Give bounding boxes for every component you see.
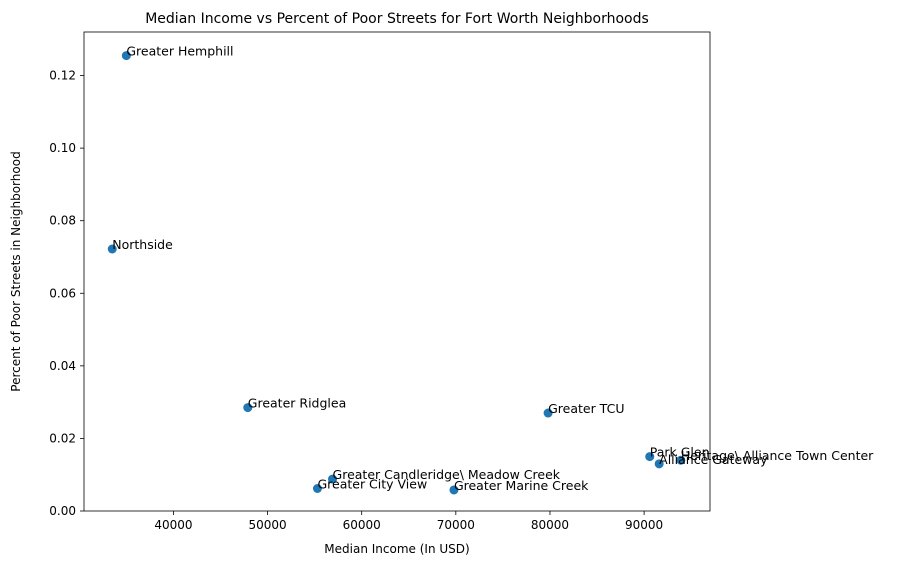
x-tick-label: 50000 xyxy=(248,518,286,532)
point-label: Greater Ridglea xyxy=(248,396,346,411)
x-tick-label: 80000 xyxy=(531,518,569,532)
point-label: Greater Hemphill xyxy=(126,44,233,59)
x-tick-label: 90000 xyxy=(625,518,663,532)
x-axis: 40000 50000 60000 70000 80000 90000 xyxy=(154,511,663,532)
point-label: Park Glen xyxy=(650,445,710,460)
y-axis: 0.00 0.02 0.04 0.06 0.08 0.10 0.12 xyxy=(49,69,84,518)
scatter-point xyxy=(243,403,253,413)
x-tick-label: 60000 xyxy=(343,518,381,532)
scatter-point xyxy=(121,51,131,61)
y-tick-label: 0.02 xyxy=(49,431,76,445)
point-label: Greater TCU xyxy=(548,401,624,416)
x-axis-label: Median Income (In USD) xyxy=(324,542,469,556)
scatter-point xyxy=(543,408,553,418)
y-axis-label: Percent of Poor Streets in Neighborhood xyxy=(9,151,23,391)
point-label: Greater City View xyxy=(317,477,427,492)
point-label: Northside xyxy=(112,237,173,252)
y-tick-label: 0.00 xyxy=(49,504,76,518)
chart-title: Median Income vs Percent of Poor Streets… xyxy=(145,11,649,27)
point-label: Greater Marine Creek xyxy=(454,478,589,493)
scatter-point xyxy=(328,474,338,484)
scatter-point xyxy=(645,452,655,462)
y-tick-label: 0.04 xyxy=(49,359,76,373)
y-tick-label: 0.10 xyxy=(49,141,76,155)
y-tick-label: 0.08 xyxy=(49,214,76,228)
scatter-point xyxy=(676,455,686,465)
scatter-point xyxy=(449,485,459,495)
point-label: Alliance Gateway xyxy=(659,452,768,467)
plot-area: 40000 50000 60000 70000 80000 90000 0.000.020… xyxy=(49,31,874,532)
scatter-point xyxy=(654,459,664,469)
x-tick-label: 40000 xyxy=(154,518,192,532)
scatter-point xyxy=(312,484,322,494)
x-tick-label: 70000 xyxy=(437,518,475,532)
y-tick-label: 0.06 xyxy=(49,286,76,300)
y-tick-label: 0.12 xyxy=(49,69,76,83)
plot-frame xyxy=(83,31,711,512)
point-labels: Greater Hemphill Northside Greater Ridglea… xyxy=(112,44,874,493)
point-label: Heritage\ Alliance Town Center xyxy=(681,448,874,463)
point-label: Greater Candleridge\ Meadow Creek xyxy=(333,467,561,482)
scatter-point xyxy=(107,244,117,254)
data-points xyxy=(107,51,686,495)
